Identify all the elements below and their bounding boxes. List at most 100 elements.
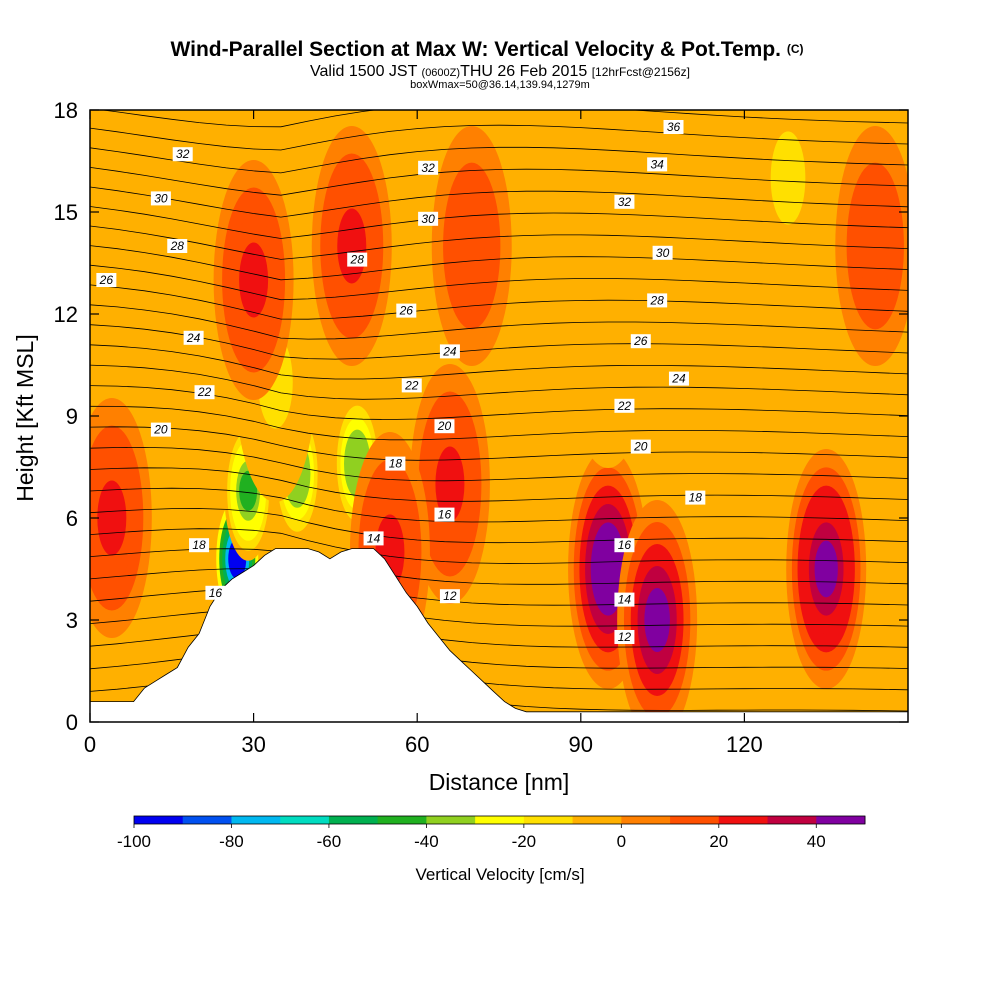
theta-contour-line [90, 146, 908, 174]
theta-contour-line [90, 324, 908, 360]
contour-label-box [663, 120, 684, 134]
theta-contour-line [90, 264, 908, 301]
contour-label: 36 [663, 120, 684, 134]
contour-label: 30 [652, 246, 673, 260]
colorbar-segment [328, 816, 379, 824]
contour-label: 28 [347, 252, 368, 267]
velocity-cell [435, 446, 465, 522]
velocity-cell [857, 199, 893, 293]
contour-label-text: 12 [618, 630, 632, 644]
contour-label-text: 32 [421, 161, 435, 175]
contour-label-box [668, 371, 689, 386]
contour-label-box [401, 378, 422, 393]
velocity-cell [337, 208, 367, 284]
contour-label: 22 [401, 378, 422, 393]
velocity-cell [239, 242, 269, 318]
contour-label-text: 30 [154, 191, 168, 205]
contour-label-box [150, 422, 171, 437]
theta-contour-line [90, 446, 908, 482]
contour-label: 28 [167, 239, 188, 253]
colorbar-segment [670, 816, 720, 824]
x-axis-label: Distance [nm] [429, 769, 570, 795]
contour-label-text: 36 [667, 120, 681, 134]
colorbar-segment [621, 816, 671, 824]
contour-label-text: 20 [153, 423, 168, 437]
contour-label-box [647, 157, 668, 172]
contour-label-text: 30 [421, 212, 435, 226]
contour-label-text: 32 [618, 195, 632, 209]
theta-contour-line [90, 225, 908, 260]
plot-area: 32 30 28 26 24 22 20 18 16 32 30 28 26 24 22 20 18 16 14 12… [90, 110, 908, 722]
colorbar-tick-label: -80 [219, 832, 244, 851]
contour-label: 32 [172, 147, 193, 162]
contour-label-box [439, 344, 460, 359]
contour-label: 26 [396, 303, 417, 318]
y-tick-label: 9 [66, 404, 78, 429]
contour-label-text: 12 [443, 589, 457, 603]
contour-label-text: 20 [633, 440, 648, 454]
colorbar-tick-label: 40 [807, 832, 826, 851]
contour-label-box [347, 252, 368, 267]
velocity-cell [585, 283, 632, 413]
colorbar-tick-label: -20 [512, 832, 537, 851]
contour-label: 18 [685, 490, 706, 505]
contour-label: 32 [614, 194, 635, 209]
x-tick-label: 90 [569, 732, 593, 757]
terrain [90, 548, 908, 722]
contour-label: 24 [668, 371, 689, 386]
contour-label: 32 [418, 160, 439, 175]
colorbar-tick-label: -100 [117, 832, 151, 851]
y-tick-label: 15 [54, 200, 78, 225]
y-tick-label: 18 [54, 98, 78, 123]
x-tick-label: 30 [241, 732, 265, 757]
theta-contour-line [99, 110, 908, 128]
colorbar-frame [133, 815, 866, 825]
colorbar-tick-label: 0 [617, 832, 626, 851]
x-tick-label: 120 [726, 732, 763, 757]
contour-label-text: 22 [404, 378, 419, 392]
contour-label-box [647, 293, 668, 308]
contour-label-box [685, 490, 706, 505]
velocity-field [90, 110, 908, 722]
theta-contour-line [90, 284, 908, 320]
contour-label-box [439, 589, 460, 604]
contour-label-box [385, 456, 406, 471]
contour-label: 12 [439, 589, 460, 604]
contour-label-text: 34 [650, 157, 664, 171]
y-tick-label: 6 [66, 506, 78, 531]
colorbar-segment [816, 816, 866, 824]
colorbar-segment [767, 816, 817, 824]
contour-label-text: 28 [350, 253, 365, 267]
contour-label: 34 [647, 157, 668, 172]
contour-label-box [183, 330, 204, 345]
x-tick-label: 0 [84, 732, 96, 757]
theta-contour-line [90, 426, 908, 461]
contour-label-box [189, 538, 210, 553]
contour-label-box [150, 191, 171, 206]
colorbar-segment [426, 816, 476, 824]
colorbar-tick-label: 20 [709, 832, 728, 851]
contour-label-text: 26 [99, 273, 114, 287]
contour-label-box [194, 385, 215, 400]
contour-label: 14 [363, 531, 384, 546]
contour-label-box [172, 147, 193, 162]
chart-subtitle2: boxWmax=50@36.14,139.94,1279m [410, 79, 590, 91]
contour-label-text: 26 [633, 334, 648, 348]
contour-label: 22 [614, 398, 635, 413]
contour-label-text: 26 [399, 304, 414, 318]
colorbar-segment [280, 816, 330, 824]
contour-label-box [363, 531, 384, 546]
contour-label: 16 [205, 585, 226, 600]
colorbar-segment [182, 816, 232, 824]
contour-label-text: 16 [618, 538, 632, 552]
theta-contour-line [90, 245, 908, 281]
contour-label: 18 [385, 456, 406, 471]
contour-label-text: 14 [618, 593, 632, 607]
theta-contour-line [90, 528, 908, 564]
contour-label-text: 28 [170, 239, 185, 253]
contour-label-box [614, 194, 635, 209]
contour-label-text: 22 [197, 385, 212, 399]
contour-label-box [630, 334, 651, 349]
contour-label-text: 22 [617, 399, 632, 413]
